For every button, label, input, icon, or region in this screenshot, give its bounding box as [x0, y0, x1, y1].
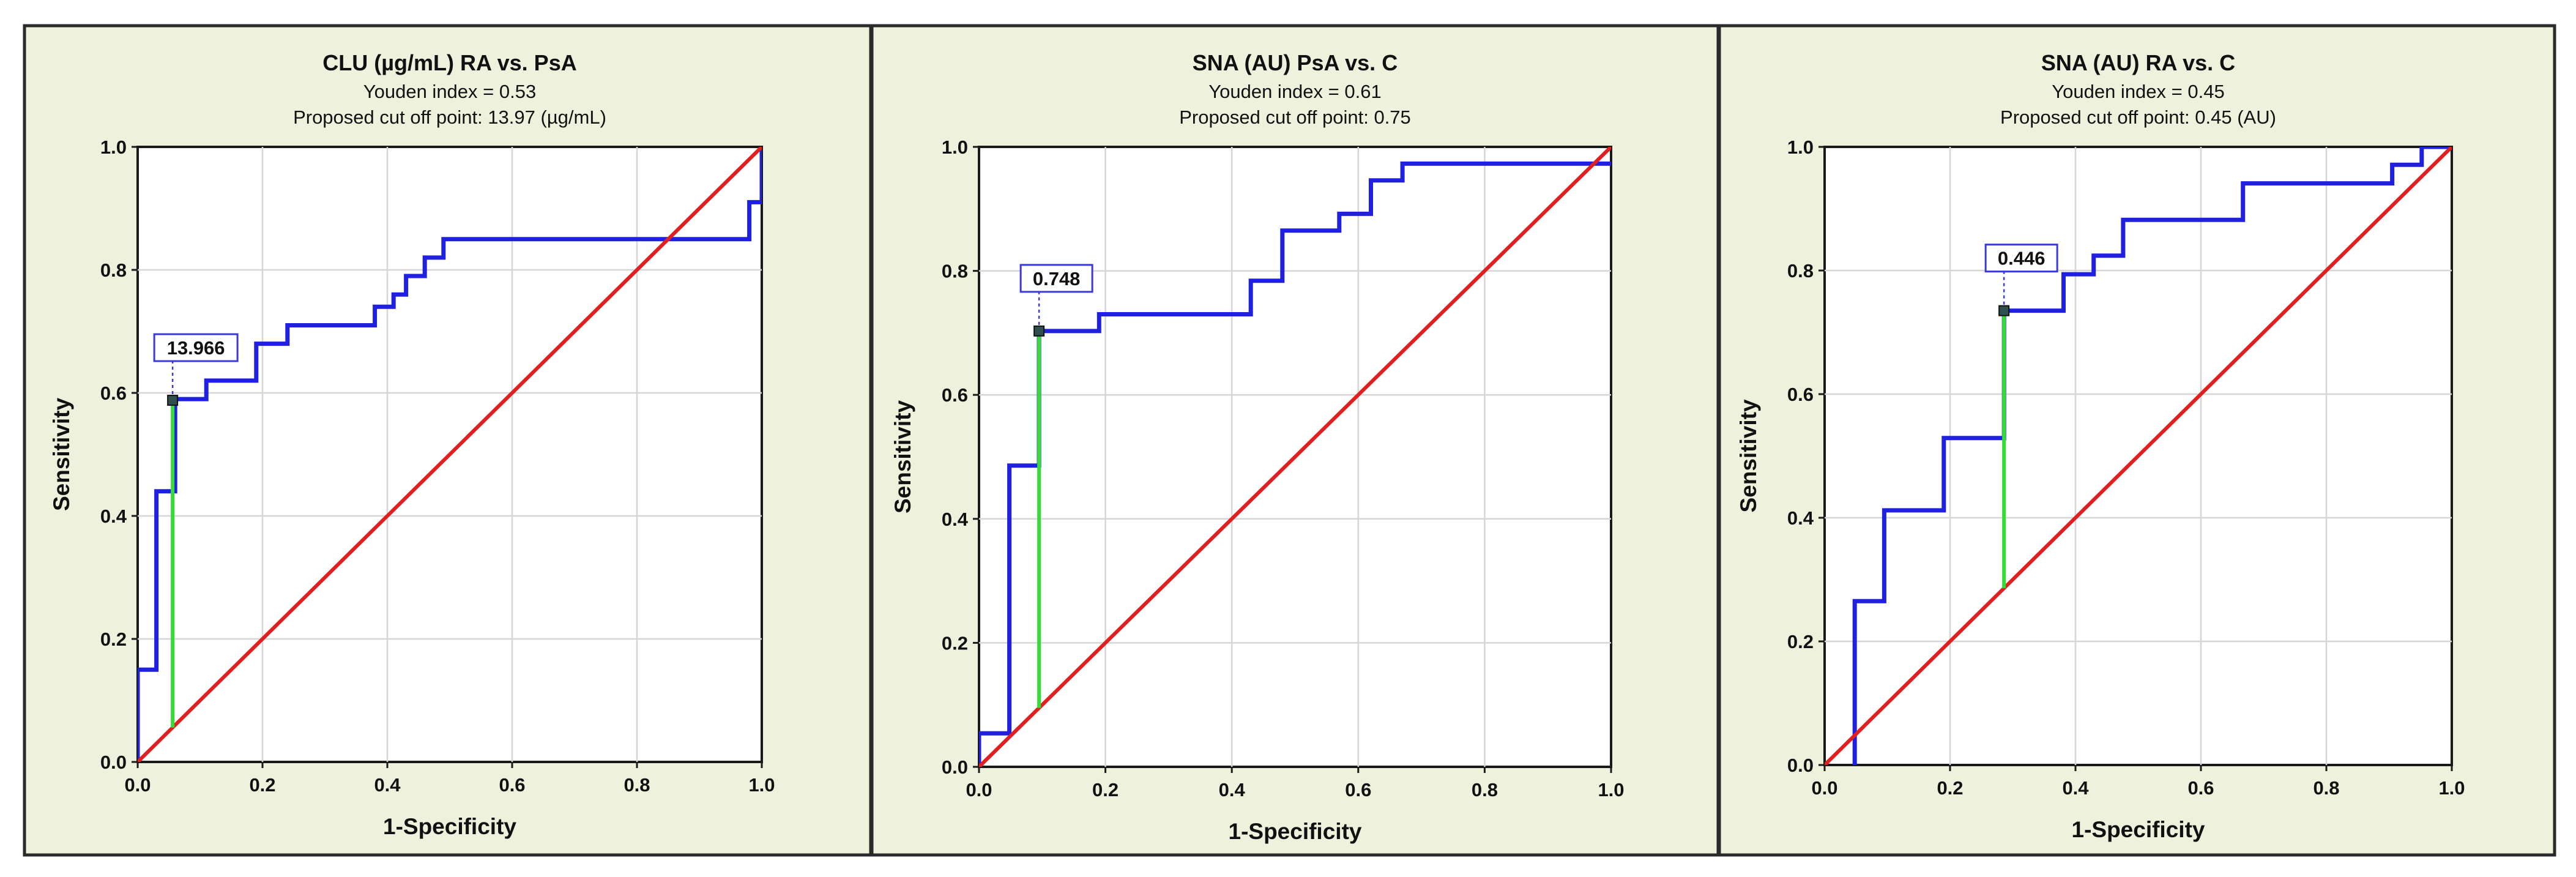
x-tick-label: 0.8: [2313, 777, 2339, 799]
y-tick-label: 0.0: [1787, 755, 1814, 776]
y-tick-label: 0.4: [1787, 507, 1814, 529]
chart-title: SNA (AU) RA vs. C: [2041, 50, 2235, 75]
youden-index-text: Youden index = 0.53: [363, 81, 536, 102]
roc-curve-line: [1852, 147, 2452, 765]
y-tick-label: 0.0: [942, 756, 968, 778]
x-tick-label: 0.2: [1092, 779, 1119, 800]
y-axis-label: Sensitivity: [1736, 399, 1761, 512]
roc-curve-line: [979, 161, 1611, 767]
x-axis-label: 1-Specificity: [2072, 817, 2205, 842]
roc-panel-3: SNA (AU) RA vs. C Youden index = 0.45 Prop…: [1718, 24, 2556, 857]
x-axis-label: 1-Specificity: [383, 814, 516, 839]
cutoff-label: 0.446: [1998, 248, 2046, 269]
x-tick-label: 1.0: [1598, 779, 1624, 800]
x-tick-label: 0.0: [1811, 777, 1837, 799]
y-tick-label: 0.2: [1787, 631, 1814, 652]
cutoff-label-box: [1019, 264, 1093, 293]
y-tick-label: 0.2: [942, 632, 968, 654]
y-tick-label: 0.2: [100, 629, 127, 650]
youden-index-text: Youden index = 0.45: [2052, 81, 2224, 102]
cutoff-point-marker: [1998, 305, 2010, 316]
x-tick-label: 0.6: [499, 774, 525, 796]
y-tick-label: 0.6: [1787, 384, 1814, 405]
x-tick-label: 0.0: [124, 774, 151, 796]
chart-title: CLU (µg/mL) RA vs. PsA: [322, 50, 576, 75]
y-axis-label: Sensitivity: [890, 400, 915, 513]
y-tick-label: 0.8: [100, 259, 127, 281]
x-tick-label: 0.2: [249, 774, 275, 796]
chart-title: SNA (AU) PsA vs. C: [1193, 50, 1398, 75]
x-tick-label: 0.6: [1345, 779, 1371, 800]
cutoff-point-marker: [1033, 325, 1045, 337]
x-tick-label: 0.6: [2187, 777, 2214, 799]
cutoff-label-box: [153, 333, 239, 362]
x-tick-label: 1.0: [2438, 777, 2465, 799]
cutoff-point-text: Proposed cut off point: 0.45 (AU): [2000, 106, 2276, 128]
x-axis-label: 1-Specificity: [1229, 819, 1362, 844]
x-tick-label: 0.4: [374, 774, 401, 796]
y-tick-label: 1.0: [100, 136, 127, 158]
roc-curve-line: [138, 147, 762, 762]
reference-diagonal-line: [138, 147, 762, 762]
cutoff-point-marker: [167, 395, 179, 406]
reference-diagonal-line: [1825, 147, 2452, 765]
cutoff-label-box: [1984, 244, 2058, 273]
y-tick-label: 0.4: [942, 509, 969, 530]
y-tick-label: 0.0: [100, 752, 127, 773]
y-tick-label: 0.6: [942, 384, 968, 406]
cutoff-label: 0.748: [1033, 268, 1081, 289]
y-tick-label: 1.0: [942, 136, 968, 158]
x-tick-label: 0.8: [624, 774, 650, 796]
x-tick-label: 1.0: [748, 774, 775, 796]
x-tick-label: 0.0: [966, 779, 992, 800]
y-axis-label: Sensitivity: [49, 398, 74, 511]
x-tick-label: 0.4: [1219, 779, 1246, 800]
cutoff-point-text: Proposed cut off point: 13.97 (µg/mL): [293, 106, 606, 128]
roc-panel-2: SNA (AU) PsA vs. C Youden index = 0.61 Pro…: [870, 24, 1720, 857]
roc-panel-1: CLU (µg/mL) RA vs. PsA Youden index = 0.5…: [23, 24, 873, 857]
y-tick-label: 0.8: [1787, 260, 1814, 282]
y-tick-label: 0.8: [942, 261, 968, 282]
reference-diagonal-line: [979, 147, 1611, 767]
youden-index-text: Youden index = 0.61: [1208, 81, 1381, 102]
cutoff-label: 13.966: [167, 337, 225, 359]
x-tick-label: 0.2: [1937, 777, 1963, 799]
cutoff-point-text: Proposed cut off point: 0.75: [1179, 106, 1411, 128]
y-tick-label: 1.0: [1787, 136, 1814, 158]
x-tick-label: 0.4: [2062, 777, 2089, 799]
x-tick-label: 0.8: [1472, 779, 1498, 800]
y-tick-label: 0.6: [100, 383, 127, 404]
y-tick-label: 0.4: [100, 506, 127, 527]
